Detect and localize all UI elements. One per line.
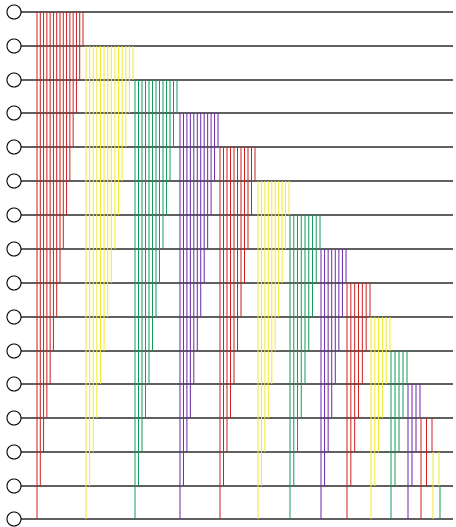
input-nodes-layer	[6, 4, 22, 527]
input-node-16	[6, 511, 22, 527]
comparator-group-6	[257, 181, 290, 519]
input-node-5	[6, 139, 22, 155]
comparator-group-13	[420, 418, 433, 519]
input-node-4	[6, 105, 22, 121]
input-node-7	[6, 207, 22, 223]
comparator-group-8	[320, 249, 347, 519]
input-node-10	[6, 309, 22, 325]
comparator-group-11	[390, 351, 408, 519]
comparator-group-14	[432, 452, 440, 519]
comparators-layer	[36, 12, 441, 519]
input-node-15	[6, 478, 22, 494]
input-node-13	[6, 410, 22, 426]
comparator-group-4	[179, 113, 219, 519]
comparator-group-2	[85, 46, 134, 519]
comparator-group-7	[289, 215, 321, 519]
input-node-8	[6, 241, 22, 257]
comparator-group-12	[407, 384, 421, 519]
comparator-group-10	[370, 317, 391, 519]
comparator-group-3	[134, 80, 178, 519]
input-node-2	[6, 38, 22, 54]
input-node-1	[6, 4, 22, 20]
comparator-group-9	[346, 283, 371, 519]
comparator-group-1	[36, 12, 84, 519]
input-node-6	[6, 173, 22, 189]
input-node-14	[6, 444, 22, 460]
input-node-9	[6, 275, 22, 291]
input-node-11	[6, 343, 22, 359]
comparator-group-5	[219, 147, 256, 519]
input-node-12	[6, 376, 22, 392]
input-node-3	[6, 72, 22, 88]
